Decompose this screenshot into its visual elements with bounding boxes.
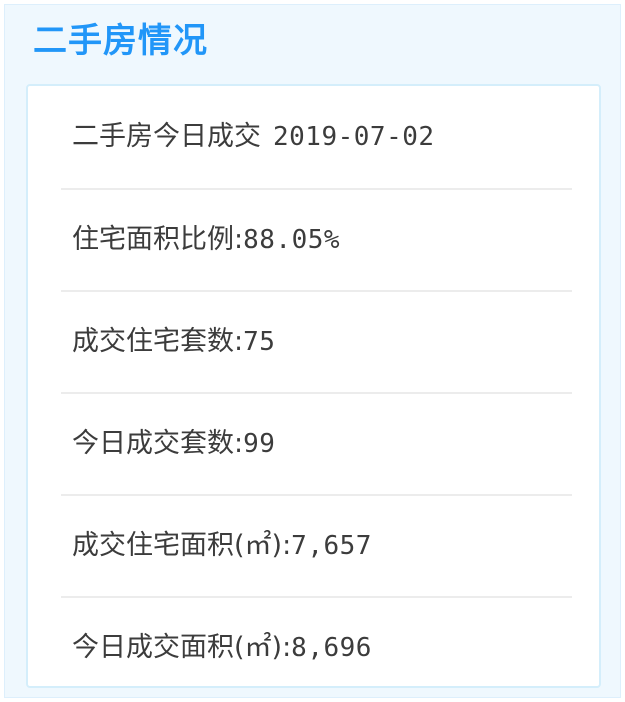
stats-card: 二手房今日成交 2019-07-02 住宅面积比例:88.05% 成交住宅套数:7… <box>26 84 601 688</box>
stat-row-residential-area-sold: 成交住宅面积(㎡):7,657 <box>61 494 572 596</box>
page-title: 二手房情况 <box>33 21 208 61</box>
stat-label-total-area-sold-today: 今日成交面积(㎡): <box>72 632 292 663</box>
page-panel: 二手房情况 二手房今日成交 2019-07-02 住宅面积比例:88.05% 成交… <box>4 4 621 698</box>
stat-row-total-area-sold-today: 今日成交面积(㎡):8,696 <box>61 596 572 698</box>
stats-list: 二手房今日成交 2019-07-02 住宅面积比例:88.05% 成交住宅套数:7… <box>28 86 599 698</box>
stat-row-transaction-date: 二手房今日成交 2019-07-02 <box>28 86 599 188</box>
stat-label-residential-units-sold: 成交住宅套数: <box>72 326 244 357</box>
stat-row-residential-units-sold: 成交住宅套数:75 <box>61 290 572 392</box>
stat-value-residential-area-sold: 7,657 <box>291 531 372 561</box>
stat-label-total-units-sold-today: 今日成交套数: <box>72 428 244 459</box>
stat-line-residential-area-sold: 成交住宅面积(㎡):7,657 <box>72 529 372 563</box>
stat-row-total-units-sold-today: 今日成交套数:99 <box>61 392 572 494</box>
stat-value-total-units-sold-today: 99 <box>243 429 276 459</box>
stat-value-residential-units-sold: 75 <box>243 327 276 357</box>
stat-label-transaction-date: 二手房今日成交 <box>72 121 261 152</box>
stat-line-total-area-sold-today: 今日成交面积(㎡):8,696 <box>72 631 372 665</box>
stat-value-residential-area-ratio: 88.05% <box>243 225 341 255</box>
stat-label-residential-area-ratio: 住宅面积比例: <box>72 224 244 255</box>
stat-value-total-area-sold-today: 8,696 <box>291 633 372 663</box>
stat-value-transaction-date: 2019-07-02 <box>273 122 435 152</box>
stat-label-residential-area-sold: 成交住宅面积(㎡): <box>72 530 292 561</box>
stat-row-residential-area-ratio: 住宅面积比例:88.05% <box>61 188 572 290</box>
stat-line-residential-units-sold: 成交住宅套数:75 <box>72 325 275 359</box>
stat-line-transaction-date: 二手房今日成交 2019-07-02 <box>72 120 435 154</box>
stat-line-residential-area-ratio: 住宅面积比例:88.05% <box>72 223 340 257</box>
stat-line-total-units-sold-today: 今日成交套数:99 <box>72 427 275 461</box>
